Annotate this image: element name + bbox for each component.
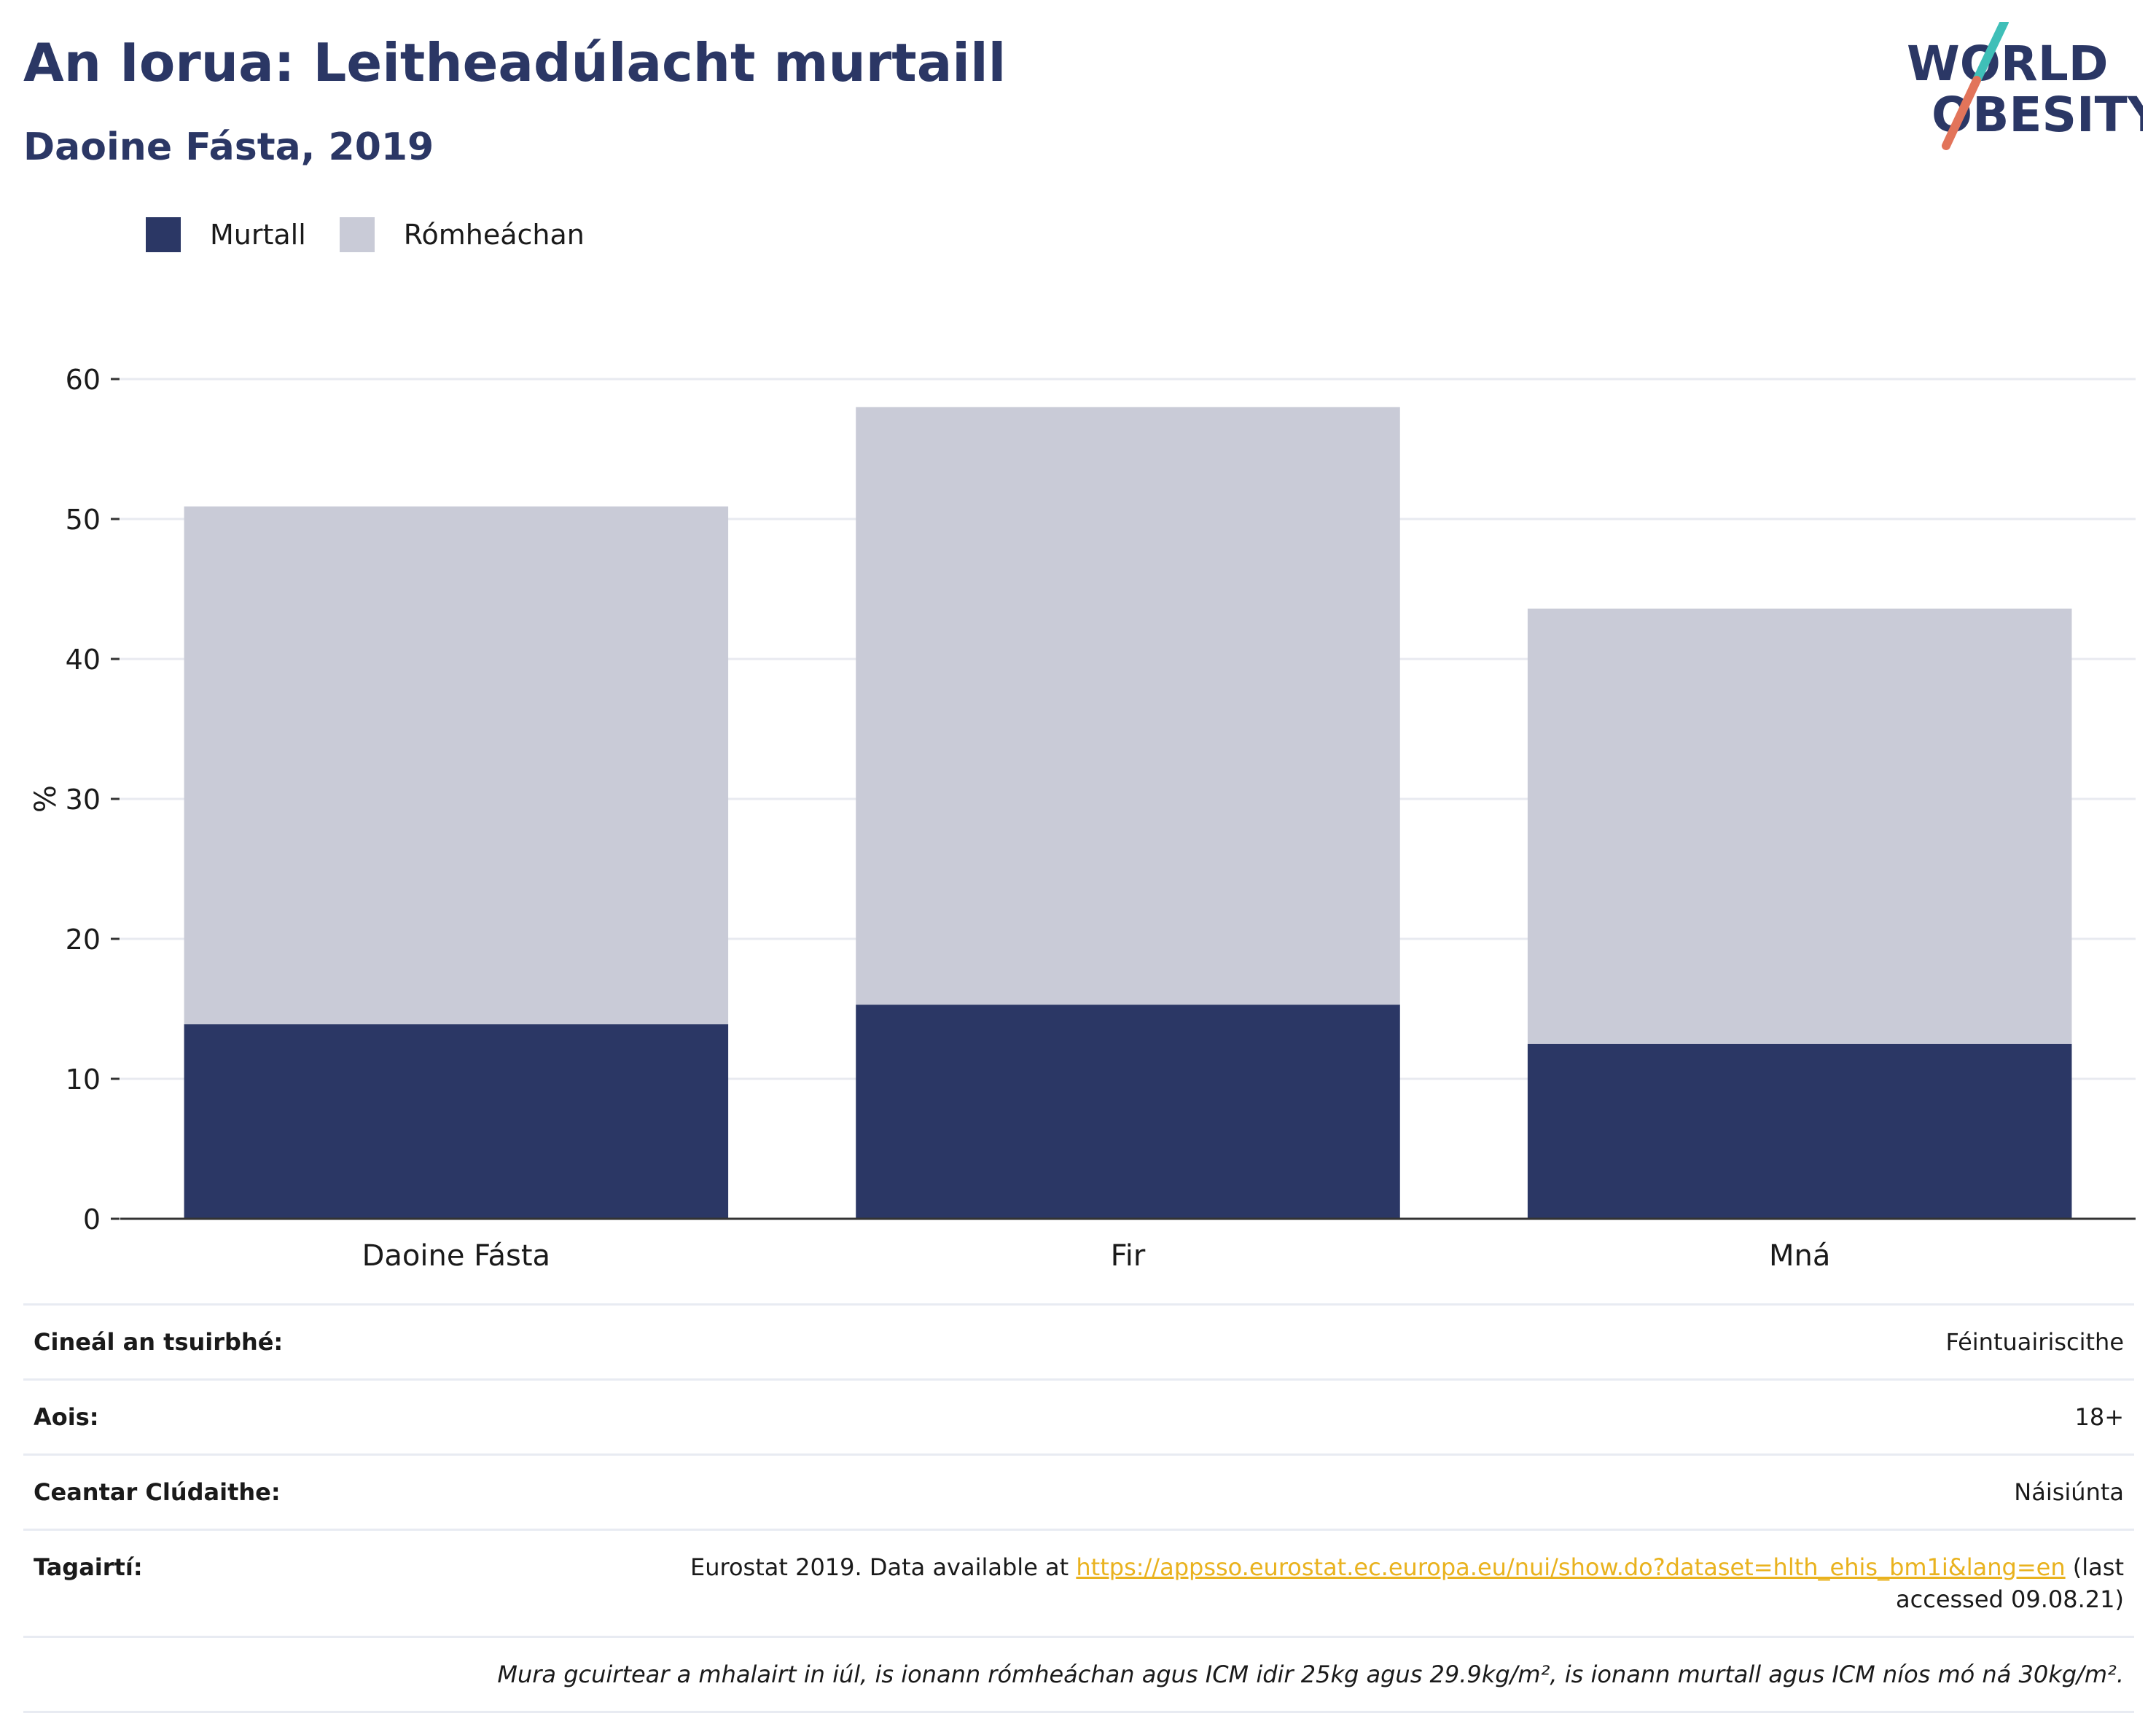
info-table: Cineál an tsuirbhé: Féintuairiscithe Aoi… (23, 1303, 2134, 1713)
tick-layer: 0 10 20 30 40 50 60 Daoine Fásta Fir Mná (66, 364, 1831, 1268)
references-label: Tagairtí: (34, 1553, 143, 1581)
survey-type-label: Cineál an tsuirbhé: (34, 1328, 284, 1356)
y-tick-label-2: 20 (66, 924, 101, 956)
y-tick-label-3: 30 (66, 784, 101, 816)
legend-item-obese[interactable]: Murtall (146, 217, 306, 252)
info-row-area: Ceantar Clúdaithe: Náisiúnta (23, 1453, 2134, 1529)
legend-item-overweight[interactable]: Rómheáchan (339, 217, 585, 252)
bar-overweight-2[interactable] (1527, 608, 2072, 1044)
logo-slash-bottom (1942, 76, 1981, 150)
world-obesity-logo: WORLD OBESITY (1907, 22, 2143, 150)
legend: Murtall Rómheáchan (146, 217, 618, 252)
area-value: Náisiúnta (2014, 1478, 2124, 1506)
age-value: 18+ (2074, 1403, 2124, 1431)
y-tick-label-1: 10 (66, 1064, 101, 1096)
legend-label-obese: Murtall (210, 219, 306, 251)
references-prefix: Eurostat 2019. Data available at (690, 1553, 1077, 1581)
legend-swatch-obese (146, 217, 181, 252)
x-tick-label-1: Fir (1111, 1239, 1146, 1268)
bar-obese-2[interactable] (1527, 1044, 2072, 1219)
info-row-references: Tagairtí: Eurostat 2019. Data available … (23, 1529, 2134, 1636)
y-tick-label-6: 60 (66, 364, 101, 396)
y-tick-label-5: 50 (66, 504, 101, 536)
chart-title: An Iorua: Leitheadúlacht murtaill (23, 32, 1007, 93)
logo-slash-top (1972, 22, 2009, 85)
bar-overweight-1[interactable] (856, 407, 1400, 1005)
info-row-survey-type: Cineál an tsuirbhé: Féintuairiscithe (23, 1303, 2134, 1378)
chart-subtitle: Daoine Fásta, 2019 (23, 125, 434, 169)
x-tick-label-0: Daoine Fásta (362, 1239, 550, 1268)
legend-swatch-overweight (339, 217, 375, 252)
info-row-note: Mura gcuirtear a mhalairt in iúl, is ion… (23, 1636, 2134, 1713)
info-row-age: Aois: 18+ (23, 1378, 2134, 1453)
references-value: Eurostat 2019. Data available at https:/… (593, 1551, 2124, 1615)
references-suffix: (last accessed 09.08.21) (1896, 1553, 2124, 1613)
logo-text-world: WORLD (1907, 36, 2109, 92)
references-link[interactable]: https://appsso.eurostat.ec.europa.eu/nui… (1076, 1553, 2066, 1581)
y-tick-label-0: 0 (83, 1203, 101, 1236)
bar-obese-0[interactable] (184, 1024, 729, 1219)
x-tick-label-2: Mná (1769, 1239, 1830, 1268)
bar-obese-1[interactable] (856, 1004, 1400, 1219)
bar-layer (184, 407, 2072, 1219)
age-label: Aois: (34, 1403, 99, 1431)
legend-label-overweight: Rómheáchan (403, 219, 585, 251)
bar-overweight-0[interactable] (184, 506, 729, 1025)
definition-note: Mura gcuirtear a mhalairt in iúl, is ion… (497, 1661, 2124, 1688)
area-label: Ceantar Clúdaithe: (34, 1478, 281, 1506)
y-tick-label-4: 40 (66, 644, 101, 676)
y-axis-label: % (29, 785, 63, 813)
stacked-bar-chart: 0 10 20 30 40 50 60 Daoine Fásta Fir Mná % (29, 364, 2136, 1268)
survey-type-value: Féintuairiscithe (1945, 1328, 2124, 1356)
